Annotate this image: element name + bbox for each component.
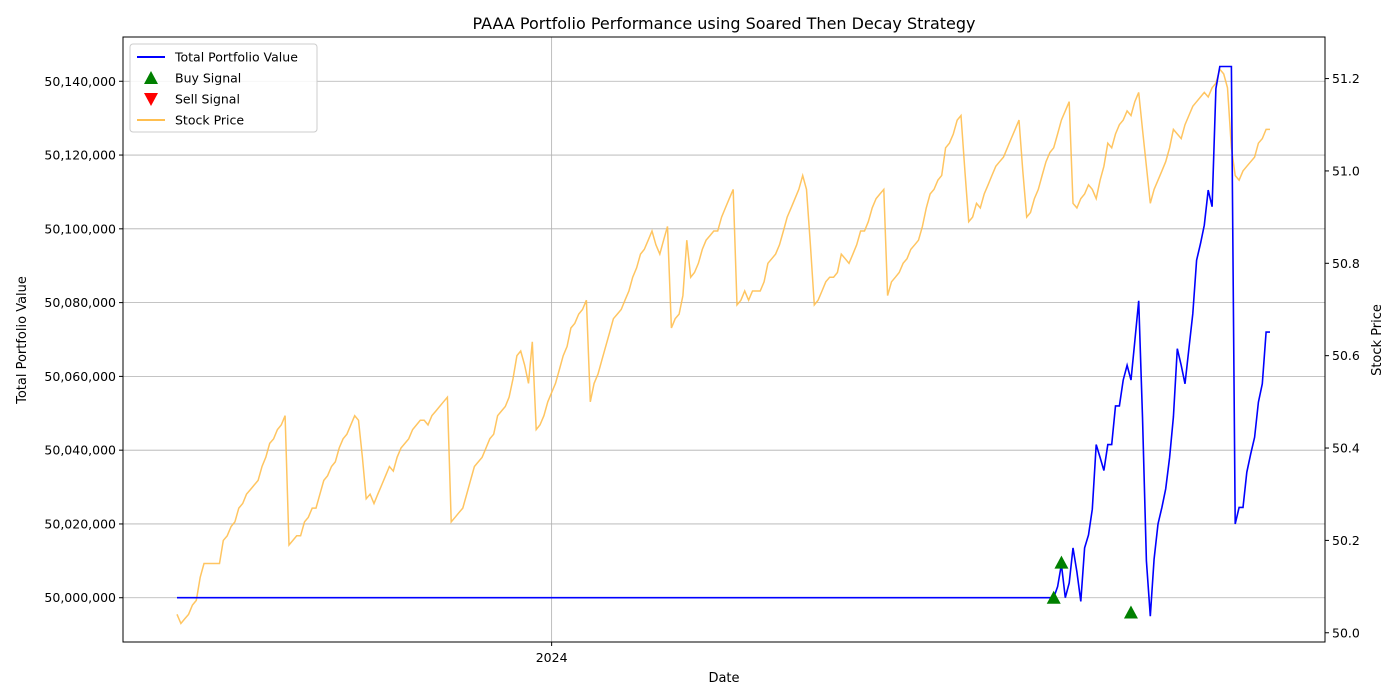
x-tick-label: 2024 <box>536 650 568 665</box>
buy-signal-marker <box>1054 555 1069 569</box>
left-y-tick-label: 50,140,000 <box>44 74 116 89</box>
signal-markers <box>1046 555 1138 619</box>
stock-price-layer <box>176 67 1270 625</box>
right-y-tick-label: 50.2 <box>1332 533 1360 548</box>
legend-box <box>129 43 318 133</box>
x-axis-label: Date <box>708 671 739 686</box>
portfolio-value-layer <box>177 65 1270 617</box>
left-y-axis-label: Total Portfolio Value <box>15 276 30 405</box>
left-y-tick-label: 50,020,000 <box>44 516 116 531</box>
stock-price-line <box>176 67 1270 625</box>
portfolio-value-line <box>177 65 1270 617</box>
left-y-tick-label: 50,000,000 <box>44 590 116 605</box>
legend-label: Sell Signal <box>175 92 240 107</box>
left-y-tick-label: 50,060,000 <box>44 369 116 384</box>
right-y-tick-label: 50.4 <box>1332 441 1360 456</box>
legend-buy-swatch <box>144 71 158 84</box>
right-y-tick-label: 50.8 <box>1332 256 1360 271</box>
buy-signal-marker <box>1046 590 1061 604</box>
legend-label: Stock Price <box>175 113 244 128</box>
left-y-axis: 50,000,000 50,020,000 50,040,000 50,060,000… <box>44 74 123 605</box>
buy-signal-marker <box>1123 605 1138 619</box>
left-y-tick-label: 50,080,000 <box>44 295 116 310</box>
chart-title: PAAA Portfolio Performance using Soared … <box>472 14 975 33</box>
right-y-tick-label: 50.0 <box>1332 625 1360 640</box>
legend-label: Total Portfolio Value <box>174 50 298 65</box>
legend: Total Portfolio Value Buy Signal Sell Sign… <box>129 43 318 133</box>
plot-frame <box>122 36 1326 643</box>
legend-sell-swatch <box>144 93 158 106</box>
right-y-tick-label: 51.2 <box>1332 71 1360 86</box>
right-y-axis: 50.0 50.2 50.4 50.6 50.8 51.0 51.2 <box>1325 71 1360 640</box>
right-y-tick-label: 51.0 <box>1332 163 1360 178</box>
x-axis: 2024 <box>536 642 568 665</box>
left-y-tick-label: 50,040,000 <box>44 443 116 458</box>
left-y-tick-label: 50,120,000 <box>44 148 116 163</box>
right-y-axis-label: Stock Price <box>1370 304 1385 376</box>
right-y-tick-label: 50.6 <box>1332 348 1360 363</box>
left-y-tick-label: 50,100,000 <box>44 221 116 236</box>
legend-label: Buy Signal <box>175 71 241 86</box>
